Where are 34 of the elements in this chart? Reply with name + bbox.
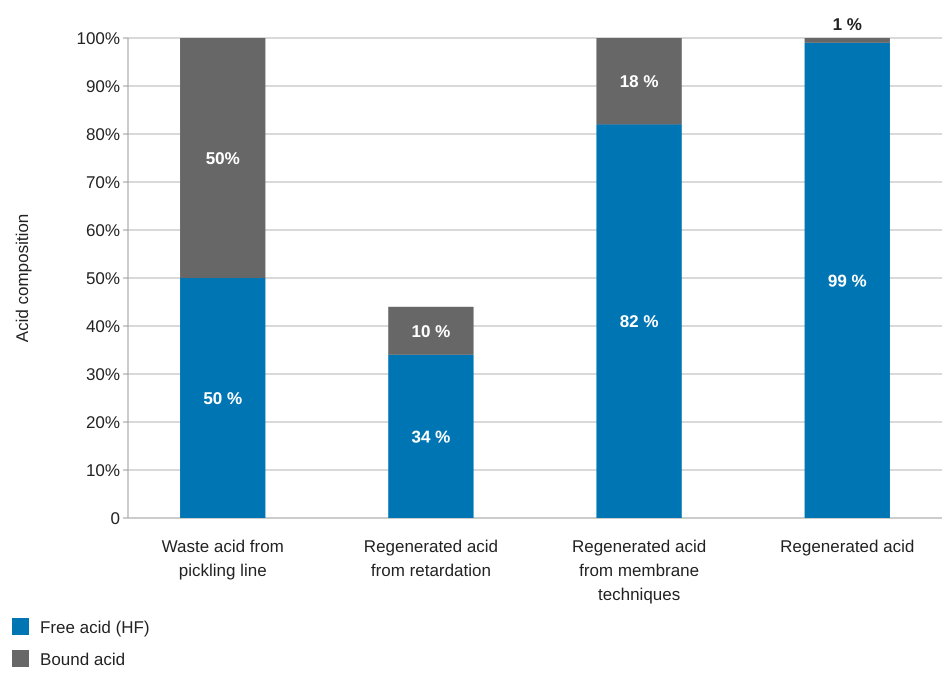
- x-tick-label: Regenerated acid: [780, 537, 914, 556]
- data-label: 34 %: [412, 427, 450, 446]
- data-label: 99 %: [828, 271, 867, 290]
- y-tick-label: 60%: [86, 221, 120, 240]
- bar: [180, 38, 266, 278]
- y-tick-label: 50%: [86, 269, 120, 288]
- y-tick-label: 10%: [86, 461, 120, 480]
- data-label: 50%: [206, 149, 240, 168]
- legend-label: Free acid (HF): [40, 618, 150, 637]
- data-label: 82 %: [620, 312, 658, 332]
- y-tick-label: 0: [110, 509, 120, 528]
- x-tick-label: Waste acid from pickling line: [162, 537, 284, 580]
- data-label: 10 %: [412, 322, 450, 341]
- y-tick-label: 30%: [86, 365, 120, 384]
- bar: [596, 124, 682, 518]
- bar: [596, 38, 682, 124]
- y-tick-label: 40%: [86, 317, 120, 336]
- data-label: 1 %: [832, 15, 862, 34]
- x-tick-label: Regenerated acid from membrane techniques: [572, 537, 706, 604]
- data-label: 18 %: [620, 72, 658, 92]
- y-tick-label: 90%: [86, 77, 120, 96]
- bar: [388, 306, 474, 355]
- bar: [180, 278, 266, 518]
- y-axis-title: Acid composition: [13, 214, 32, 342]
- bar: [804, 42, 890, 518]
- data-label: 50 %: [203, 389, 242, 408]
- bar: [388, 354, 474, 518]
- y-tick-label: 80%: [86, 125, 120, 144]
- y-tick-label: 100%: [76, 29, 120, 48]
- legend-label: Bound acid: [40, 650, 126, 669]
- bar: [804, 38, 890, 43]
- y-tick-label: 20%: [86, 413, 120, 432]
- x-tick-label: Regenerated acid from retardation: [364, 537, 498, 580]
- y-tick-label: 70%: [86, 173, 120, 192]
